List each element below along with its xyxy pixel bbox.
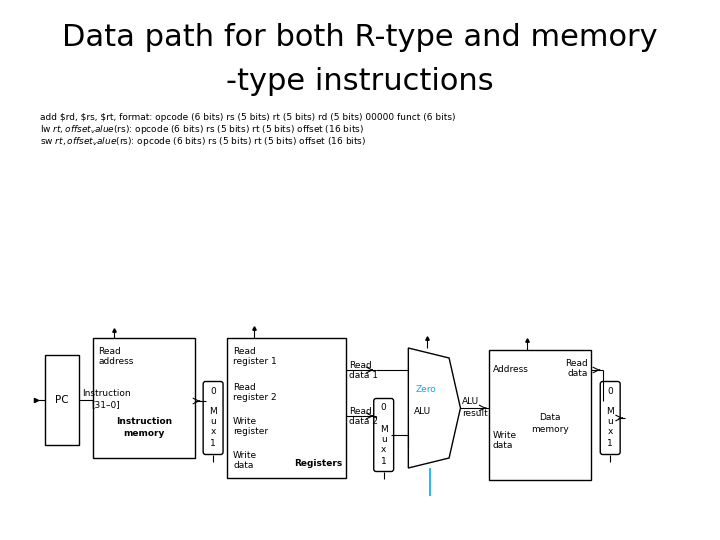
Text: M: M — [380, 424, 387, 434]
FancyBboxPatch shape — [203, 381, 223, 455]
Text: data 2: data 2 — [348, 416, 377, 426]
Text: data: data — [567, 369, 588, 379]
Text: Read: Read — [99, 348, 121, 356]
FancyBboxPatch shape — [600, 381, 620, 455]
Bar — [489, 350, 591, 480]
Text: address: address — [99, 357, 134, 367]
Text: u: u — [608, 417, 613, 427]
Text: Data path for both R-type and memory: Data path for both R-type and memory — [62, 24, 658, 52]
Text: Write: Write — [233, 417, 257, 427]
Text: M: M — [606, 408, 614, 416]
Text: Read: Read — [348, 407, 372, 415]
Text: u: u — [210, 417, 216, 427]
Text: Read: Read — [348, 361, 372, 369]
Text: 0: 0 — [381, 403, 387, 413]
Text: lw $rt, offset_value($rs): opcode (6 bits) rs (5 bits) rt (5 bits) offset (16 bi: lw $rt, offset_value($rs): opcode (6 bit… — [40, 124, 364, 137]
Text: Read: Read — [233, 348, 256, 356]
Text: Instruction: Instruction — [116, 417, 172, 427]
Text: M: M — [210, 408, 217, 416]
Text: PC: PC — [55, 395, 68, 405]
Text: add $rd, $rs, $rt, format: opcode (6 bits) rs (5 bits) rt (5 bits) rd (5 bits) 0: add $rd, $rs, $rt, format: opcode (6 bit… — [40, 113, 455, 123]
Text: 1: 1 — [608, 440, 613, 449]
Text: register: register — [233, 428, 268, 436]
Text: result: result — [462, 409, 488, 418]
Text: ALU: ALU — [414, 408, 431, 416]
Text: Read: Read — [564, 360, 588, 368]
Bar — [45, 355, 78, 445]
Text: 1: 1 — [381, 456, 387, 465]
Text: Instruction: Instruction — [81, 389, 130, 399]
Text: register 1: register 1 — [233, 357, 276, 367]
Text: x: x — [608, 428, 613, 436]
Text: u: u — [381, 435, 387, 443]
Text: data: data — [492, 441, 513, 449]
FancyBboxPatch shape — [374, 399, 394, 471]
Bar — [93, 338, 195, 458]
Text: ALU: ALU — [462, 397, 480, 407]
Text: 1: 1 — [210, 440, 216, 449]
Text: x: x — [210, 428, 216, 436]
Text: sw $rt, offset_value($rs): opcode (6 bits) rs (5 bits) rt (5 bits) offset (16 bi: sw $rt, offset_value($rs): opcode (6 bit… — [40, 136, 366, 148]
Text: Data: Data — [539, 414, 560, 422]
Text: memory: memory — [123, 429, 165, 438]
Text: Write: Write — [233, 451, 257, 461]
Text: Zero: Zero — [416, 386, 436, 395]
Polygon shape — [408, 348, 461, 468]
Text: [31–0]: [31–0] — [91, 401, 120, 409]
Text: Registers: Registers — [294, 460, 342, 469]
Bar — [228, 338, 346, 478]
Text: memory: memory — [531, 426, 568, 435]
Text: data 1: data 1 — [348, 370, 377, 380]
Text: register 2: register 2 — [233, 394, 276, 402]
Text: data: data — [233, 462, 253, 470]
Text: Write: Write — [492, 430, 517, 440]
Text: Address: Address — [492, 366, 528, 375]
Text: Read: Read — [233, 383, 256, 393]
Text: 0: 0 — [210, 387, 216, 395]
Text: -type instructions: -type instructions — [226, 68, 494, 97]
Text: 0: 0 — [608, 387, 613, 395]
Text: x: x — [381, 444, 387, 454]
